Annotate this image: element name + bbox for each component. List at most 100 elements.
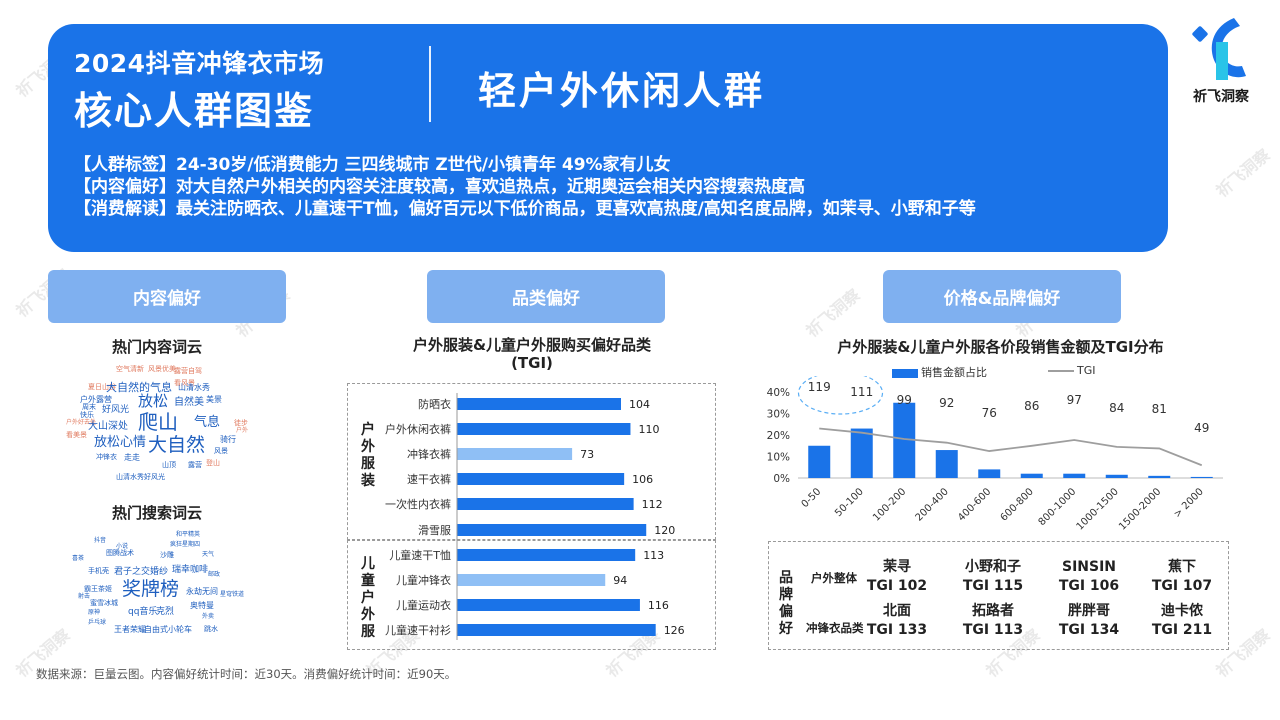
- category-value-label: 126: [664, 624, 685, 637]
- price-bar: [808, 445, 831, 478]
- section-header-category: 品类偏好: [427, 270, 665, 323]
- brand-name: 胖胖哥: [1068, 603, 1110, 619]
- cloud-word: 看美景: [66, 431, 87, 439]
- cloud-word: 小说: [116, 543, 129, 550]
- price-bar: [935, 450, 958, 478]
- price-chart-title: 户外服装&儿童户外服各价段销售金额及TGI分布: [837, 338, 1164, 356]
- tgi-value-label: 49: [1194, 421, 1209, 435]
- cloud-word: 徒步: [234, 419, 248, 427]
- cloud-word: 手机壳: [88, 567, 109, 575]
- cloud-word: 霸王茶姬: [84, 585, 112, 593]
- brand-tgi: TGI 107: [1151, 578, 1213, 594]
- category-value-label: 110: [638, 423, 659, 436]
- cloud-word: 气息: [194, 415, 221, 430]
- tgi-value-label: 92: [939, 396, 954, 410]
- category-value-label: 113: [643, 549, 664, 562]
- cloud-word: 山清水秀: [178, 383, 210, 392]
- cloud-word: 奥特曼: [190, 601, 214, 610]
- category-chart-title: 户外服装&儿童户外服购买偏好品类 (TGI): [348, 336, 716, 372]
- group-label-kids: 儿童户外服: [361, 556, 375, 640]
- cloud-word: 自然美: [174, 397, 204, 408]
- price-bar: [1063, 473, 1086, 478]
- cloud-word: 沙雕: [160, 551, 174, 559]
- category-label: 防晒衣: [418, 397, 451, 411]
- brand-name: 迪卡侬: [1161, 603, 1203, 619]
- category-value-label: 120: [654, 524, 675, 537]
- watermark-text: 祈飞洞察: [1212, 145, 1274, 202]
- cloud-word: 户外好去处: [66, 419, 97, 426]
- tag-line-consumption: 【消费解读】最关注防晒衣、儿童速干T恤，偏好百元以下低价商品，更喜欢高热度/高知…: [74, 199, 976, 219]
- brand-tgi: TGI 102: [866, 578, 928, 594]
- report-subtitle: 核心人群图鉴: [74, 89, 315, 133]
- legend-bar: 销售金额占比: [892, 364, 987, 380]
- content-word-cloud: 空气清新 风景优美 露营自驾 夏日山谷 看风景 山清水秀 大自然的气息 户外露营 周末 快乐 放松自…: [58, 362, 258, 490]
- cloud-word: 跳水: [204, 625, 218, 633]
- category-chart-title-text: 户外服装&儿童户外服购买偏好品类: [412, 336, 652, 354]
- category-value-label: 104: [629, 398, 650, 411]
- cloud-word: 好风光: [102, 405, 130, 415]
- cloud-word: 疯狂星期四: [170, 541, 201, 548]
- cloud-word: 和平精英: [176, 531, 201, 538]
- legend-bar-swatch: [892, 368, 918, 378]
- category-bar: [457, 549, 636, 561]
- y-tick-label: 0%: [773, 473, 790, 485]
- cloud-word: 大自然: [148, 434, 206, 456]
- cloud-word: 周末: [82, 403, 96, 411]
- y-tick-label: 30%: [767, 409, 790, 421]
- cloud-word: 喜茶: [72, 555, 85, 562]
- cloud-word: 露营自驾: [174, 367, 202, 375]
- brand-row-label-overall: 户外整体: [811, 571, 857, 585]
- cloud-word: 放松心情: [94, 435, 147, 450]
- cloud-word: 风景: [214, 447, 228, 455]
- tgi-value-label: 86: [1024, 399, 1039, 413]
- section-header-content: 内容偏好: [48, 270, 286, 323]
- cloud-word: 山清水秀好风光: [116, 473, 165, 481]
- x-tick-label: 400-600: [956, 486, 993, 523]
- category-label: 儿童速干衬衫: [385, 623, 451, 637]
- legend-line: TGI: [1048, 364, 1096, 377]
- cloud-word: 外卖: [202, 613, 215, 620]
- x-tick-label: > 2000: [1172, 486, 1206, 520]
- brand-cell: 小野和子 TGI 115: [953, 558, 1033, 596]
- category-value-label: 73: [580, 448, 594, 461]
- x-tick-label: 50-100: [833, 486, 866, 519]
- brand-tgi: TGI 134: [1058, 622, 1120, 638]
- category-label: 冲锋衣裤: [407, 447, 451, 461]
- brand-tgi: TGI 133: [866, 622, 928, 638]
- cloud-word: 美景: [206, 395, 222, 404]
- cloud-word: 蜜雪冰城: [90, 599, 118, 607]
- cloud-word: 夏日山谷: [88, 383, 116, 391]
- brand-preference-table: 品牌偏好 户外整体 冲锋衣品类 茉寻 TGI 102 小野和子 TGI 115 SI…: [768, 541, 1229, 650]
- cloud-word: 自由式小轮车: [144, 625, 192, 634]
- segment-title: 轻户外休闲人群: [478, 69, 766, 113]
- y-tick-label: 20%: [767, 430, 790, 442]
- brand-name: 蕉下: [1168, 559, 1196, 575]
- x-tick-label: 0-50: [800, 486, 824, 510]
- cloud-word: 走走: [124, 453, 140, 462]
- y-tick-label: 10%: [767, 452, 790, 464]
- cloud-word: 户外: [236, 427, 249, 434]
- x-tick-label: 100-200: [871, 486, 908, 523]
- category-value-label: 106: [632, 473, 653, 486]
- cloud-word: 风景优美: [148, 365, 176, 373]
- brand-cell: 胖胖哥 TGI 134: [1049, 602, 1129, 640]
- brand-cell: SINSIN TGI 106: [1049, 558, 1129, 596]
- tgi-line: [819, 427, 1203, 467]
- price-bar: [978, 469, 1001, 478]
- category-bar: [457, 398, 621, 410]
- y-tick-label: 40%: [767, 387, 790, 399]
- cloud-word: 射击: [78, 593, 91, 600]
- price-bar: [850, 428, 873, 478]
- header-banner: 2024抖音冲锋衣市场 核心人群图鉴 轻户外休闲人群 【人群标签】24-30岁/…: [48, 24, 1168, 252]
- brand-name: 茉寻: [883, 559, 911, 575]
- brand-tgi: TGI 106: [1058, 578, 1120, 594]
- cloud-word: 王者荣耀: [114, 625, 146, 634]
- brand-logo-text: 祈飞洞察: [1193, 89, 1249, 105]
- x-tick-label: 600-800: [999, 486, 1036, 523]
- category-bar: [457, 473, 625, 485]
- legend-line-label: TGI: [1077, 364, 1096, 377]
- brand-cell: 茉寻 TGI 102: [857, 558, 937, 596]
- cloud-word: qq音乐: [128, 607, 158, 617]
- cloud-word: 山顶: [162, 461, 176, 469]
- price-combo-chart: 0% 10% 20% 30% 40% 0-50 50-100 100-200 200-400 40…: [767, 376, 1223, 533]
